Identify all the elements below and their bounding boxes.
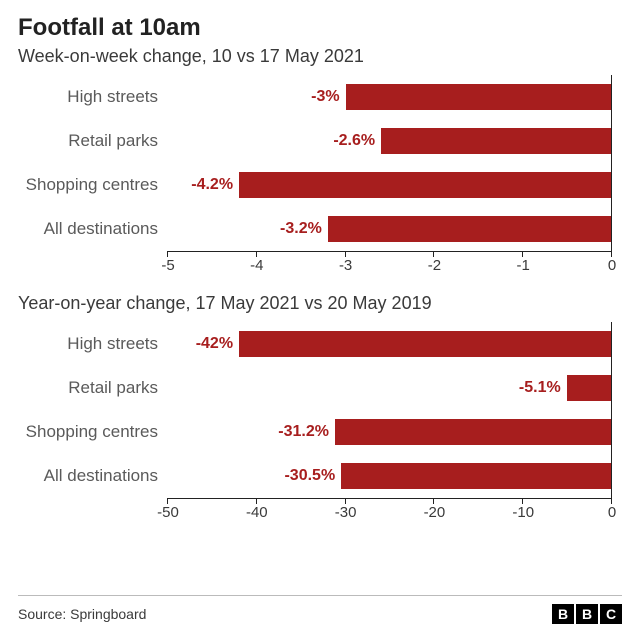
category-label: High streets [18,87,168,107]
bar [335,419,612,445]
x-ticks: -5-4-3-2-10 [168,251,612,279]
bar [328,216,612,242]
chart2-subtitle: Year-on-year change, 17 May 2021 vs 20 M… [0,279,640,322]
footer-rule [18,595,622,596]
chart2: High streets -42% Retail parks -5.1% Shoppin… [18,322,612,526]
category-label: Shopping centres [18,175,168,195]
bar [567,375,612,401]
tick-label: -40 [246,504,268,521]
tick-label: 0 [608,504,616,521]
category-label: Shopping centres [18,422,168,442]
bar [239,331,612,357]
bar [341,463,612,489]
bar-value-label: -3.2% [280,220,322,238]
tick-label: -20 [424,504,446,521]
y-axis [611,322,612,498]
bar-value-label: -3% [311,88,339,106]
bar-value-label: -30.5% [284,467,335,485]
bar [239,172,612,198]
tick-label: -3 [339,257,352,274]
bar-value-label: -42% [196,335,233,353]
tick-label: -30 [335,504,357,521]
category-label: All destinations [18,466,168,486]
category-label: Retail parks [18,378,168,398]
logo-b1: B [552,604,574,624]
bar-value-label: -2.6% [333,132,375,150]
y-axis [611,75,612,251]
bar-value-label: -5.1% [519,379,561,397]
tick-label: -2 [428,257,441,274]
tick-label: -1 [517,257,530,274]
category-label: All destinations [18,219,168,239]
chart1: High streets -3% Retail parks -2.6% Shopping… [18,75,612,279]
bar [346,84,612,110]
bbc-logo: B B C [552,604,622,624]
bar [381,128,612,154]
category-label: Retail parks [18,131,168,151]
category-label: High streets [18,334,168,354]
x-ticks: -50-40-30-20-100 [168,498,612,526]
tick-label: -4 [250,257,263,274]
source-text: Source: Springboard [18,606,146,622]
tick-label: -5 [161,257,174,274]
bar-value-label: -4.2% [191,176,233,194]
bar-value-label: -31.2% [278,423,329,441]
chart-title: Footfall at 10am [0,0,640,44]
chart1-subtitle: Week-on-week change, 10 vs 17 May 2021 [0,44,640,75]
tick-label: -10 [512,504,534,521]
logo-b2: B [576,604,598,624]
tick-label: -50 [157,504,179,521]
tick-label: 0 [608,257,616,274]
logo-c: C [600,604,622,624]
